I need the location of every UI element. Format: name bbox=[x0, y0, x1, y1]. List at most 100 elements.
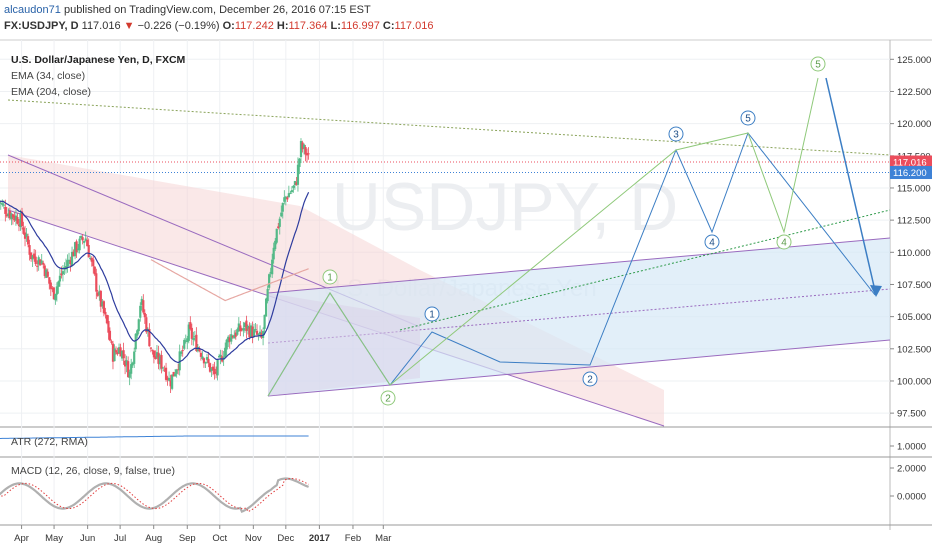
candle-body bbox=[51, 288, 54, 290]
wave-marker-blue bbox=[740, 110, 756, 126]
candle-body bbox=[130, 364, 133, 374]
y-tick-label: 102.500 bbox=[897, 344, 931, 355]
wave-label-blue: 4 bbox=[709, 238, 715, 249]
x-tick-label: Mar bbox=[375, 533, 391, 544]
candle-body bbox=[184, 340, 187, 342]
legend-atr: ATR (272, RMA) bbox=[11, 436, 88, 448]
candle-body bbox=[248, 326, 251, 338]
open-value: 117.242 bbox=[234, 20, 274, 32]
candle-body bbox=[180, 351, 183, 354]
candle-body bbox=[181, 350, 184, 352]
candle-body bbox=[164, 367, 168, 380]
wave-path-green bbox=[267, 77, 819, 397]
wave-marker-green bbox=[380, 390, 396, 406]
candle-body bbox=[127, 361, 130, 378]
wave-marker-blue bbox=[704, 234, 720, 250]
candle-body bbox=[11, 214, 15, 218]
candle-body bbox=[81, 237, 84, 241]
candle-body bbox=[60, 273, 63, 276]
candle-body bbox=[169, 380, 172, 387]
candle-body bbox=[155, 352, 159, 358]
candle-body bbox=[99, 290, 102, 307]
atr-tick-label: 1.0000 bbox=[897, 442, 926, 453]
candle-body bbox=[268, 274, 271, 288]
candle-body bbox=[34, 256, 37, 265]
candle-body bbox=[13, 215, 16, 221]
candle-body bbox=[258, 331, 262, 335]
legend-ema34: EMA (34, close) bbox=[11, 70, 86, 82]
candle-body bbox=[87, 245, 90, 258]
candle-body bbox=[158, 356, 162, 365]
candle-body bbox=[95, 273, 98, 292]
candle-body bbox=[160, 355, 163, 369]
wave-label-blue: 1 bbox=[429, 310, 435, 321]
candle-body bbox=[46, 271, 49, 277]
candle-body bbox=[133, 351, 136, 364]
publish-text: published on TradingView.com, December 2… bbox=[63, 4, 371, 16]
price-axis-label bbox=[890, 166, 932, 180]
y-tick-label: 125.000 bbox=[897, 55, 931, 66]
down-arrow-icon: ▼ bbox=[123, 20, 135, 32]
candle-body bbox=[219, 354, 222, 358]
candle-body bbox=[117, 347, 121, 354]
low-value: 116.997 bbox=[340, 20, 380, 32]
symbol-label[interactable]: FX:USDJPY, D bbox=[4, 20, 79, 32]
arrowhead-icon bbox=[870, 285, 882, 297]
candle-body bbox=[151, 349, 154, 351]
price-axis-label-text: 117.016 bbox=[893, 158, 927, 169]
y-tick-label: 115.000 bbox=[897, 183, 931, 194]
candle-body bbox=[72, 251, 75, 257]
ascending-channel bbox=[268, 238, 890, 396]
wave-marker-blue bbox=[424, 306, 440, 322]
y-tick-label: 107.500 bbox=[897, 280, 931, 291]
wave-marker-blue bbox=[582, 371, 598, 387]
candle-body bbox=[216, 359, 219, 376]
candle-body bbox=[22, 227, 25, 234]
candle-body bbox=[105, 315, 109, 324]
open-label: O: bbox=[222, 20, 235, 32]
candle-body bbox=[265, 298, 268, 317]
candle-body bbox=[93, 266, 96, 275]
candle-body bbox=[190, 327, 193, 339]
candle-body bbox=[167, 377, 171, 381]
candle-body bbox=[25, 233, 28, 237]
candle-body bbox=[281, 202, 284, 212]
candle-body bbox=[1, 203, 4, 205]
candle-body bbox=[236, 329, 239, 335]
candle-body bbox=[42, 262, 45, 265]
candle-body bbox=[192, 338, 195, 340]
price-axis-label-text: 116.200 bbox=[893, 168, 927, 179]
candle-body bbox=[113, 348, 116, 362]
candle-body bbox=[249, 325, 253, 337]
y-tick-label: 105.000 bbox=[897, 312, 931, 323]
candle-body bbox=[225, 339, 228, 350]
wave-marker-green bbox=[776, 234, 792, 250]
candle-body bbox=[148, 329, 151, 347]
candle-body bbox=[26, 236, 30, 245]
candle-body bbox=[28, 245, 31, 255]
close-value: 117.016 bbox=[394, 20, 434, 32]
candle-body bbox=[298, 158, 301, 167]
candle-body bbox=[96, 292, 99, 296]
candle-body bbox=[73, 242, 77, 257]
candle-body bbox=[122, 350, 125, 359]
candle-body bbox=[228, 337, 231, 342]
close-label: C: bbox=[382, 20, 395, 32]
candle-body bbox=[224, 347, 227, 358]
candle-body bbox=[208, 363, 212, 372]
candle-body bbox=[92, 259, 95, 267]
candle-body bbox=[207, 358, 210, 364]
candle-body bbox=[204, 362, 207, 364]
candle-body bbox=[233, 334, 236, 339]
candle-body bbox=[23, 232, 27, 239]
high-label: H: bbox=[276, 20, 289, 32]
candle-body bbox=[277, 226, 280, 229]
y-tick-label: 110.000 bbox=[897, 248, 931, 259]
candle-body bbox=[272, 247, 275, 260]
candle-body bbox=[63, 267, 66, 269]
author-link[interactable]: alcaudon71 bbox=[4, 4, 61, 16]
candle-body bbox=[290, 190, 293, 193]
macd-tick-label: 2.0000 bbox=[897, 464, 926, 475]
candle-body bbox=[114, 350, 118, 353]
